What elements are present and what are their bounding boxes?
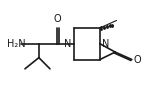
Text: N: N <box>102 39 109 49</box>
Text: O: O <box>133 54 141 65</box>
Text: H₂N: H₂N <box>7 39 26 49</box>
Text: O: O <box>53 14 61 24</box>
Text: N: N <box>64 39 71 49</box>
